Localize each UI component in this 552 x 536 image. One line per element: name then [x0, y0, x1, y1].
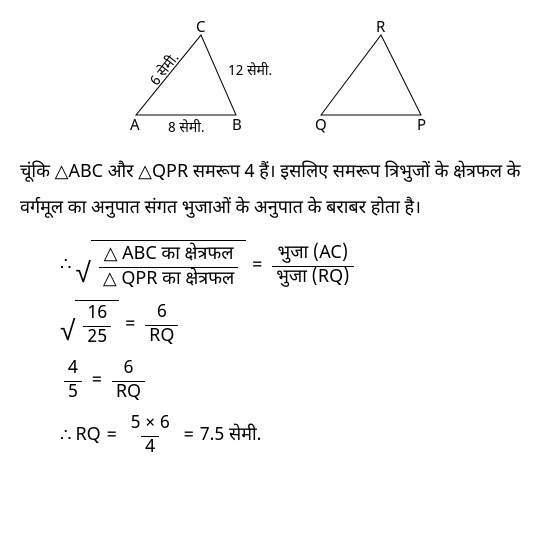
- triangle-abc: A B C 6 सेमी. 12 सेमी. 8 सेमी.: [106, 20, 276, 140]
- side-ac: भुजा (AC): [274, 243, 353, 266]
- therefore-symbol: ∴: [60, 425, 71, 449]
- num-6: 6: [153, 302, 171, 325]
- vertex-a: A: [130, 118, 140, 137]
- frac-4-5: 4 5: [64, 358, 82, 405]
- den-25: 25: [83, 326, 111, 350]
- math-derivation: ∴ √ △ ABC का क्षेत्रफल △ QPR का क्षेत्रफ…: [60, 240, 532, 460]
- side-ab-label: 8 सेमी.: [168, 118, 205, 138]
- num-6b: 6: [120, 358, 138, 381]
- area-abc: △ ABC का क्षेत्रफल: [100, 243, 238, 267]
- side-ac-label: 6 सेमी.: [146, 49, 184, 90]
- math-line-2: √ 16 25 = 6 RQ: [60, 300, 532, 350]
- rq-var: RQ: [75, 425, 100, 448]
- side-bc-label: 12 सेमी.: [228, 61, 272, 81]
- sqrt-16-25: √ 16 25: [60, 300, 119, 350]
- math-line-1: ∴ √ △ ABC का क्षेत्रफल △ QPR का क्षेत्रफ…: [60, 240, 532, 292]
- radical-icon: √: [60, 300, 75, 350]
- math-line-3: 4 5 = 6 RQ: [60, 358, 532, 405]
- den-rq: RQ: [145, 325, 178, 349]
- vertex-q: Q: [315, 118, 327, 137]
- equals: =: [184, 425, 194, 448]
- sqrt-area-ratio: √ △ ABC का क्षेत्रफल △ QPR का क्षेत्रफल: [75, 240, 246, 292]
- side-ratio: भुजा (AC) भुजा (RQ): [272, 243, 353, 290]
- vertex-c: C: [196, 20, 206, 39]
- equals: =: [125, 314, 135, 337]
- frac-5x6-4: 5 × 6 4: [127, 413, 174, 460]
- explanation-paragraph: चूंकि △ABC और △QPR समरूप 4 हैं। इसलिए सम…: [20, 156, 532, 228]
- equals: =: [252, 255, 262, 278]
- radical-icon: √: [75, 240, 90, 292]
- den-5: 5: [64, 381, 82, 405]
- equals: =: [107, 425, 117, 448]
- num-4: 4: [64, 358, 82, 381]
- vertex-b: B: [232, 118, 242, 137]
- result-value: 7.5 सेमी.: [200, 425, 262, 448]
- frac-6-rq: 6 RQ: [145, 302, 178, 349]
- num-16: 16: [83, 303, 111, 326]
- den-4: 4: [141, 436, 159, 460]
- den-rq-b: RQ: [112, 381, 145, 405]
- frac-6-rq-b: 6 RQ: [112, 358, 145, 405]
- math-line-4: ∴ RQ = 5 × 6 4 = 7.5 सेमी.: [60, 413, 532, 460]
- triangle-qpr: Q P R: [296, 20, 446, 140]
- equals: =: [92, 370, 102, 393]
- side-rq: भुजा (RQ): [272, 266, 353, 290]
- num-5x6: 5 × 6: [127, 413, 174, 436]
- vertex-r: R: [376, 20, 386, 39]
- triangles-figure: A B C 6 सेमी. 12 सेमी. 8 सेमी. Q P R: [20, 20, 532, 140]
- area-qpr: △ QPR का क्षेत्रफल: [99, 267, 238, 292]
- vertex-p: P: [417, 118, 426, 137]
- therefore-symbol: ∴: [60, 254, 71, 278]
